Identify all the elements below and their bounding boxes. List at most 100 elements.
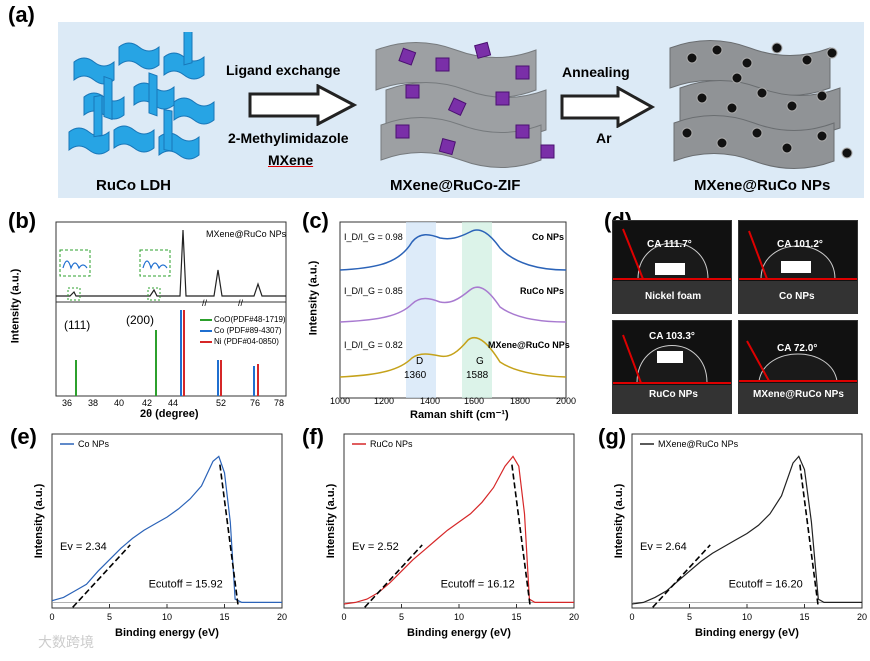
svg-text://: // [202,298,208,308]
x-tick-label: 10 [162,612,172,622]
x-tick-label: 0 [49,612,54,622]
raman-xlabel: Raman shift (cm⁻¹) [410,409,509,421]
droplet-icon [739,340,857,413]
ups-chart-g: 0 5 10 15 20 MXene@RuCo NPs Ev = 2.64 Ecutoff =… [580,420,870,656]
raman-name-mxene: MXene@RuCo NPs [488,340,570,350]
x-tick-label: 20 [277,612,287,622]
panel-label-b: (b) [8,208,37,233]
ups-chart-e: 0 5 10 15 20 Co NPs Ev = 2.34 Ecutoff = 15.92 Bi… [0,420,290,656]
ev-label: Ev = 2.34 [60,541,107,553]
ups-chart-f: 0 5 10 15 20 RuCo NPs Ev = 2.52 Ecutoff = 16.12… [292,420,582,656]
watermark: 大数跨境 [38,634,94,650]
ups-svg: 0 5 10 15 20 Co NPs Ev = 2.34 Ecutoff = 15.92 Bi… [33,433,287,639]
g-band-region [462,222,492,398]
contact-angle-photo-nickel-foam: CA 111.7° Nickel foam [612,220,732,314]
mxene-zif-illustration [375,41,555,168]
x-tick-label: 0 [341,612,346,622]
droplet-icon [739,230,857,313]
x-tick-label: 20 [569,612,579,622]
y-axis-label: Intensity (a.u.) [613,483,625,558]
sample-name-co: Co NPs [779,291,815,302]
panel-label-g: (g) [598,424,627,449]
peak-200-label: (200) [126,313,155,327]
xrd-chart: // // [55,221,287,397]
legend-label: Co NPs [78,439,110,449]
raman-line-co [339,229,567,271]
raman-name-ruco: RuCo NPs [520,286,565,296]
cutoff-tangent [511,464,532,608]
ca-value-mxene: CA 72.0° [777,343,818,354]
xrd-sample-label: MXene@RuCo NPs [206,229,287,239]
arrow1-top-text: Ligand exchange [226,62,341,78]
ev-tangent [652,544,711,608]
raman-ylabel: Intensity (a.u.) [307,260,320,336]
ups-svg: 0 5 10 15 20 MXene@RuCo NPs Ev = 2.64 Ecutoff =… [613,433,867,639]
ruco-ldh-illustration [68,32,215,160]
legend-ni: Ni (PDF#04-0850) [200,336,286,347]
arrow2-top-text: Annealing [562,64,630,80]
mxene-nps-illustration [669,40,853,169]
ecutoff-label: Ecutoff = 15.92 [149,579,223,591]
d-band-label: D [416,356,424,367]
x-tick-label: 15 [219,612,229,622]
g-band-value: 1588 [466,370,489,381]
sample-name-nickel-foam: Nickel foam [645,291,702,302]
d-band-value: 1360 [404,370,427,381]
raman-line-mxene [339,337,567,378]
ecutoff-label: Ecutoff = 16.12 [441,579,515,591]
x-tick-label: 0 [629,612,634,622]
panel-label-e: (e) [10,424,37,449]
panel-label-a: (a) [8,2,35,27]
sample-name-mxene: MXene@RuCo NPs [753,389,844,400]
cutoff-tangent [799,464,820,608]
x-tick-label: 15 [799,612,809,622]
x-tick-label: 5 [107,612,112,622]
raman-ratio-ruco: I_D/I_G = 0.85 [344,286,403,296]
d-band-region [406,222,436,398]
x-tick-label: 10 [454,612,464,622]
g-band-label: G [476,356,484,367]
ca-value-nickel-foam: CA 111.7° [647,239,692,250]
x-tick-label: 15 [511,612,521,622]
ev-tangent [364,544,423,608]
xrd-legend: CoO(PDF#48-1719) Co (PDF#89-4307) Ni (PD… [200,314,286,347]
x-tick-label: 5 [399,612,404,622]
xrd-xlabel: 2θ (degree) [140,408,199,420]
stage-ruco-ldh: RuCo LDH [96,177,171,194]
panel-label-f: (f) [302,424,324,449]
arrow1-bottom-text2: MXene [268,152,314,168]
spectrum-line [51,455,282,603]
legend-label: RuCo NPs [370,439,413,449]
cutoff-tangent [219,464,240,608]
droplet-icon [613,334,731,413]
right-arrow-icon [560,86,656,128]
contact-angle-photo-ruco: CA 103.3° RuCo NPs [612,320,732,414]
raman-chart [339,221,567,399]
raman-name-co: Co NPs [532,232,565,242]
x-tick-label: 10 [742,612,752,622]
raman-line-ruco [339,286,567,323]
x-axis-label: Binding energy (eV) [407,627,511,639]
sample-name-ruco: RuCo NPs [649,389,698,400]
x-axis-label: Binding energy (eV) [695,627,799,639]
ev-label: Ev = 2.64 [640,541,687,553]
y-axis-label: Intensity (a.u.) [325,483,337,558]
contact-angle-photo-co: CA 101.2° Co NPs [738,220,858,314]
svg-text://: // [238,298,244,308]
arrow2-bottom-text: Ar [596,130,612,146]
raman-ratio-mxene: I_D/I_G = 0.82 [344,340,403,350]
arrow1-bottom-text1: 2-Methylimidazole [228,130,349,146]
peak-111-label: (111) [64,318,91,332]
x-tick-label: 20 [857,612,867,622]
spectrum-line [343,455,574,605]
ecutoff-label: Ecutoff = 16.20 [729,579,803,591]
raman-ratio-co: I_D/I_G = 0.98 [344,232,403,242]
xrd-xticks: 36 38 40 42 44 52 76 78 [62,398,285,408]
stage-mxene-zif: MXene@RuCo-ZIF [390,177,521,194]
right-arrow-icon [248,84,358,126]
xrd-ylabel: Intensity (a.u.) [9,268,22,344]
raman-xticks: 1000 1200 1400 1600 1800 2000 [330,396,577,406]
x-tick-label: 5 [687,612,692,622]
ev-label: Ev = 2.52 [352,541,399,553]
ca-value-co: CA 101.2° [777,239,823,250]
